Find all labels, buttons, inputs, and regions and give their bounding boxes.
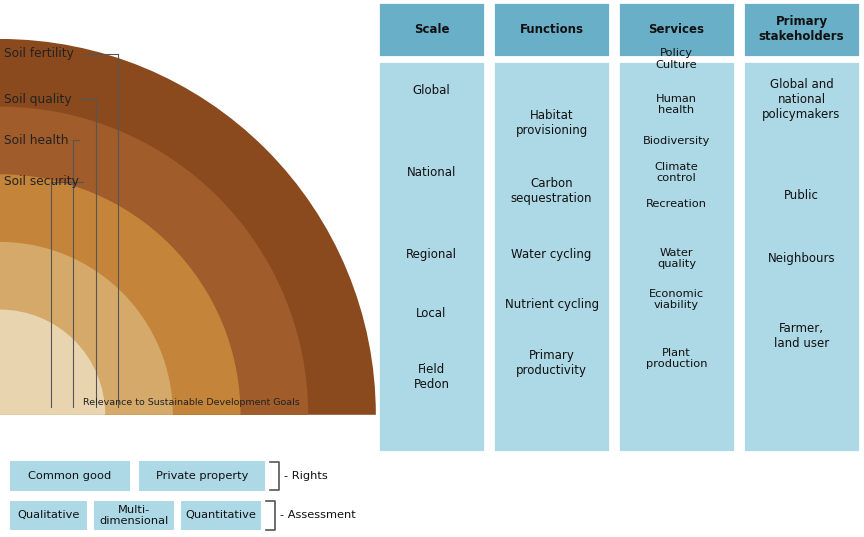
FancyBboxPatch shape (138, 460, 266, 492)
FancyBboxPatch shape (180, 499, 262, 531)
Text: Climate
control: Climate control (655, 162, 698, 183)
Text: Functions: Functions (519, 23, 583, 36)
FancyBboxPatch shape (493, 61, 610, 452)
Text: Public: Public (784, 188, 819, 201)
FancyBboxPatch shape (378, 2, 486, 57)
Text: - Rights: - Rights (284, 471, 328, 481)
FancyBboxPatch shape (743, 61, 860, 452)
Text: Nutrient cycling: Nutrient cycling (505, 297, 599, 310)
Text: Human
health: Human health (656, 93, 697, 115)
Text: Primary
stakeholders: Primary stakeholders (759, 16, 844, 43)
Text: Recreation: Recreation (646, 199, 707, 209)
FancyBboxPatch shape (378, 61, 486, 452)
Text: Policy
Culture: Policy Culture (656, 48, 697, 70)
Text: Water
quality: Water quality (657, 248, 696, 270)
Text: - Assessment: - Assessment (280, 510, 356, 520)
Text: Soil security: Soil security (3, 175, 79, 188)
Text: Carbon
sequestration: Carbon sequestration (511, 177, 593, 205)
Text: Qualitative: Qualitative (17, 510, 79, 520)
Text: Quantitative: Quantitative (185, 510, 257, 520)
FancyBboxPatch shape (493, 2, 610, 57)
Text: Plant
production: Plant production (645, 347, 708, 369)
Text: Regional: Regional (406, 248, 457, 260)
Text: Local: Local (416, 307, 447, 320)
Text: National: National (407, 166, 456, 179)
Text: Field
Pedon: Field Pedon (414, 362, 449, 390)
Text: Services: Services (649, 23, 704, 36)
Wedge shape (0, 39, 376, 415)
FancyBboxPatch shape (618, 61, 735, 452)
Text: Global and
national
policymakers: Global and national policymakers (762, 78, 841, 121)
Wedge shape (0, 107, 308, 415)
Text: Soil health: Soil health (3, 134, 68, 147)
Text: Neighbours: Neighbours (768, 252, 835, 265)
FancyBboxPatch shape (743, 2, 860, 57)
Text: Primary
productivity: Primary productivity (516, 349, 587, 377)
Wedge shape (0, 242, 173, 415)
Text: Biodiversity: Biodiversity (643, 136, 710, 146)
Text: Relevance to Sustainable Development Goals: Relevance to Sustainable Development Goa… (83, 398, 300, 407)
Wedge shape (0, 309, 105, 415)
Text: Habitat
provisioning: Habitat provisioning (516, 108, 588, 136)
FancyBboxPatch shape (9, 460, 131, 492)
Text: Multi-
dimensional: Multi- dimensional (99, 505, 169, 526)
FancyBboxPatch shape (618, 2, 735, 57)
Text: Economic
viability: Economic viability (649, 289, 704, 310)
Text: Farmer,
land user: Farmer, land user (774, 322, 829, 350)
Text: Private property: Private property (156, 471, 248, 481)
Wedge shape (0, 175, 240, 415)
Text: Global: Global (413, 84, 450, 97)
Text: Scale: Scale (414, 23, 449, 36)
Text: Soil fertility: Soil fertility (3, 47, 73, 61)
Text: Common good: Common good (29, 471, 111, 481)
FancyBboxPatch shape (93, 499, 175, 531)
Text: Soil quality: Soil quality (3, 92, 72, 106)
Text: Water cycling: Water cycling (511, 248, 592, 260)
FancyBboxPatch shape (9, 499, 88, 531)
